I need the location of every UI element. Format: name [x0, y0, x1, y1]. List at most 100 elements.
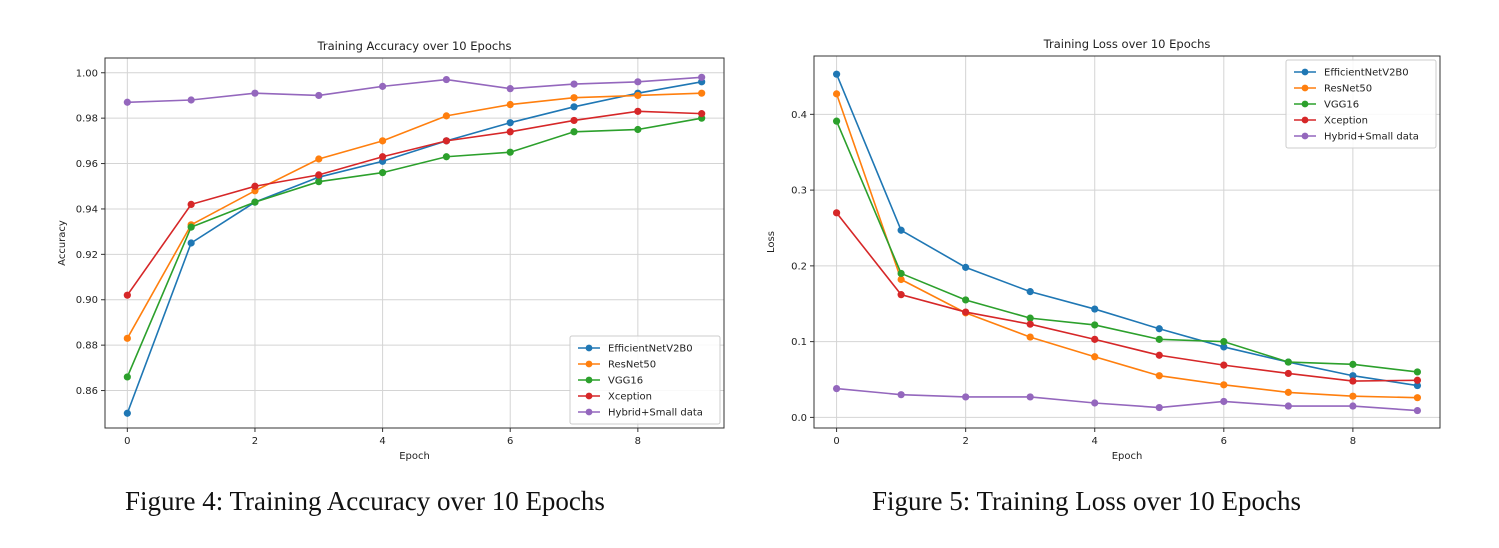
loss-line-xception — [835, 212, 1418, 382]
acc-point-hybrid-small-data — [634, 78, 642, 86]
acc-point-resnet50 — [123, 334, 131, 342]
acc-legend-swatch-marker — [585, 344, 593, 352]
loss-y-tick-label: 0.2 — [791, 261, 807, 272]
loss-point-resnet50 — [1349, 392, 1357, 400]
acc-point-xception — [123, 291, 131, 299]
loss-point-xception — [1220, 361, 1228, 369]
loss-point-vgg16 — [1026, 314, 1034, 322]
loss-point-resnet50 — [1026, 333, 1034, 341]
loss-point-xception — [962, 308, 970, 316]
acc-point-hybrid-small-data — [251, 89, 259, 97]
acc-x-tick-label: 8 — [635, 436, 641, 447]
loss-point-xception — [1026, 320, 1034, 328]
acc-point-vgg16 — [506, 148, 514, 156]
acc-x-axis-label: Epoch — [399, 451, 430, 462]
acc-series-vgg16 — [123, 114, 706, 381]
loss-y-axis-label: Loss — [766, 231, 777, 253]
acc-legend-label: ResNet50 — [608, 360, 656, 371]
acc-legend-label: VGG16 — [608, 376, 643, 387]
acc-point-xception — [442, 137, 451, 145]
loss-point-xception — [1349, 377, 1357, 385]
loss-x-tick-label: 0 — [833, 436, 839, 447]
acc-legend-swatch-marker — [585, 376, 593, 384]
loss-point-efficientnetv2b0 — [1220, 343, 1228, 351]
loss-point-vgg16 — [1349, 360, 1357, 368]
loss-legend-label: ResNet50 — [1324, 84, 1372, 95]
acc-point-xception — [187, 200, 195, 209]
acc-point-resnet50 — [315, 155, 323, 163]
loss-point-xception — [1413, 376, 1422, 384]
acc-point-xception — [506, 128, 514, 136]
loss-point-xception — [1155, 351, 1163, 359]
loss-line-efficientnetv2b0 — [835, 73, 1418, 387]
acc-legend-swatch-marker — [585, 392, 593, 400]
acc-point-hybrid-small-data — [570, 80, 578, 88]
loss-plot-frame — [813, 55, 1441, 429]
acc-legend-entry-resnet50: ResNet50 — [578, 360, 656, 371]
figure-4-caption: Figure 4: Training Accuracy over 10 Epoc… — [125, 486, 605, 516]
acc-y-tick-label: 0.98 — [76, 114, 98, 125]
loss-series-vgg16 — [832, 117, 1422, 376]
acc-legend-swatch-marker — [585, 360, 593, 368]
acc-point-xception — [378, 153, 387, 161]
acc-series-hybrid-small-data — [123, 73, 706, 106]
loss-point-efficientnetv2b0 — [1155, 325, 1163, 333]
loss-point-vgg16 — [1220, 338, 1228, 346]
loss-legend-entry-efficientnetv2b0: EfficientNetV2B0 — [1294, 68, 1409, 79]
acc-series-xception — [123, 107, 706, 299]
acc-legend-label: Hybrid+Small data — [608, 408, 703, 419]
acc-point-hybrid-small-data — [315, 91, 323, 100]
acc-point-hybrid-small-data — [698, 73, 706, 81]
loss-point-hybrid-small-data — [1220, 397, 1228, 406]
acc-line-xception — [126, 110, 702, 296]
acc-point-xception — [315, 171, 323, 179]
loss-point-efficientnetv2b0 — [1091, 305, 1099, 313]
acc-point-efficientnetv2b0 — [123, 409, 131, 417]
acc-legend-entry-hybrid-small-data: Hybrid+Small data — [578, 408, 703, 419]
acc-point-hybrid-small-data — [123, 98, 131, 106]
loss-legend-label: Hybrid+Small data — [1324, 132, 1419, 143]
acc-legend-label: Xception — [608, 392, 652, 403]
acc-point-efficientnetv2b0 — [570, 103, 578, 111]
acc-point-resnet50 — [570, 94, 578, 102]
acc-legend: EfficientNetV2B0 ResNet50 VGG16 Xception Hyb… — [569, 335, 721, 425]
acc-point-xception — [570, 116, 578, 125]
loss-point-xception — [1091, 335, 1099, 343]
acc-x-tick-label: 4 — [379, 436, 385, 447]
loss-legend-label: VGG16 — [1324, 100, 1359, 111]
loss-point-resnet50 — [1220, 381, 1228, 389]
loss-series-xception — [832, 209, 1422, 385]
loss-legend-box — [1285, 59, 1437, 149]
acc-legend-label: EfficientNetV2B0 — [608, 344, 693, 355]
acc-point-vgg16 — [123, 373, 131, 381]
acc-point-hybrid-small-data — [506, 85, 514, 93]
loss-legend-swatch-marker — [1301, 68, 1309, 76]
loss-legend-swatch-marker — [1301, 84, 1309, 92]
loss-point-hybrid-small-data — [1413, 406, 1422, 415]
loss-x-tick-label: 8 — [1350, 436, 1356, 447]
acc-point-resnet50 — [698, 89, 706, 97]
loss-legend-entry-xception: Xception — [1294, 116, 1368, 127]
acc-point-vgg16 — [570, 128, 578, 136]
loss-point-resnet50 — [1413, 394, 1422, 402]
acc-legend-swatch-marker — [585, 408, 593, 416]
loss-legend-swatch-marker — [1301, 116, 1309, 124]
loss-point-xception — [832, 209, 841, 217]
loss-point-resnet50 — [1155, 372, 1163, 380]
loss-legend-entry-resnet50: ResNet50 — [1294, 84, 1372, 95]
loss-point-resnet50 — [1284, 388, 1292, 396]
loss-point-hybrid-small-data — [1284, 402, 1292, 410]
loss-point-efficientnetv2b0 — [1349, 372, 1357, 380]
acc-point-hybrid-small-data — [187, 96, 195, 104]
acc-chart-title: Training Accuracy over 10 Epochs — [317, 39, 512, 53]
loss-line-hybrid-small-data — [836, 387, 1418, 412]
acc-y-tick-label: 0.90 — [76, 295, 98, 306]
loss-line-vgg16 — [835, 120, 1418, 373]
acc-legend-entry-vgg16: VGG16 — [578, 376, 643, 387]
acc-line-hybrid-small-data — [127, 76, 702, 104]
acc-point-xception — [698, 110, 706, 118]
acc-point-vgg16 — [634, 125, 642, 134]
acc-plot-frame — [104, 57, 725, 429]
acc-point-resnet50 — [506, 100, 514, 109]
